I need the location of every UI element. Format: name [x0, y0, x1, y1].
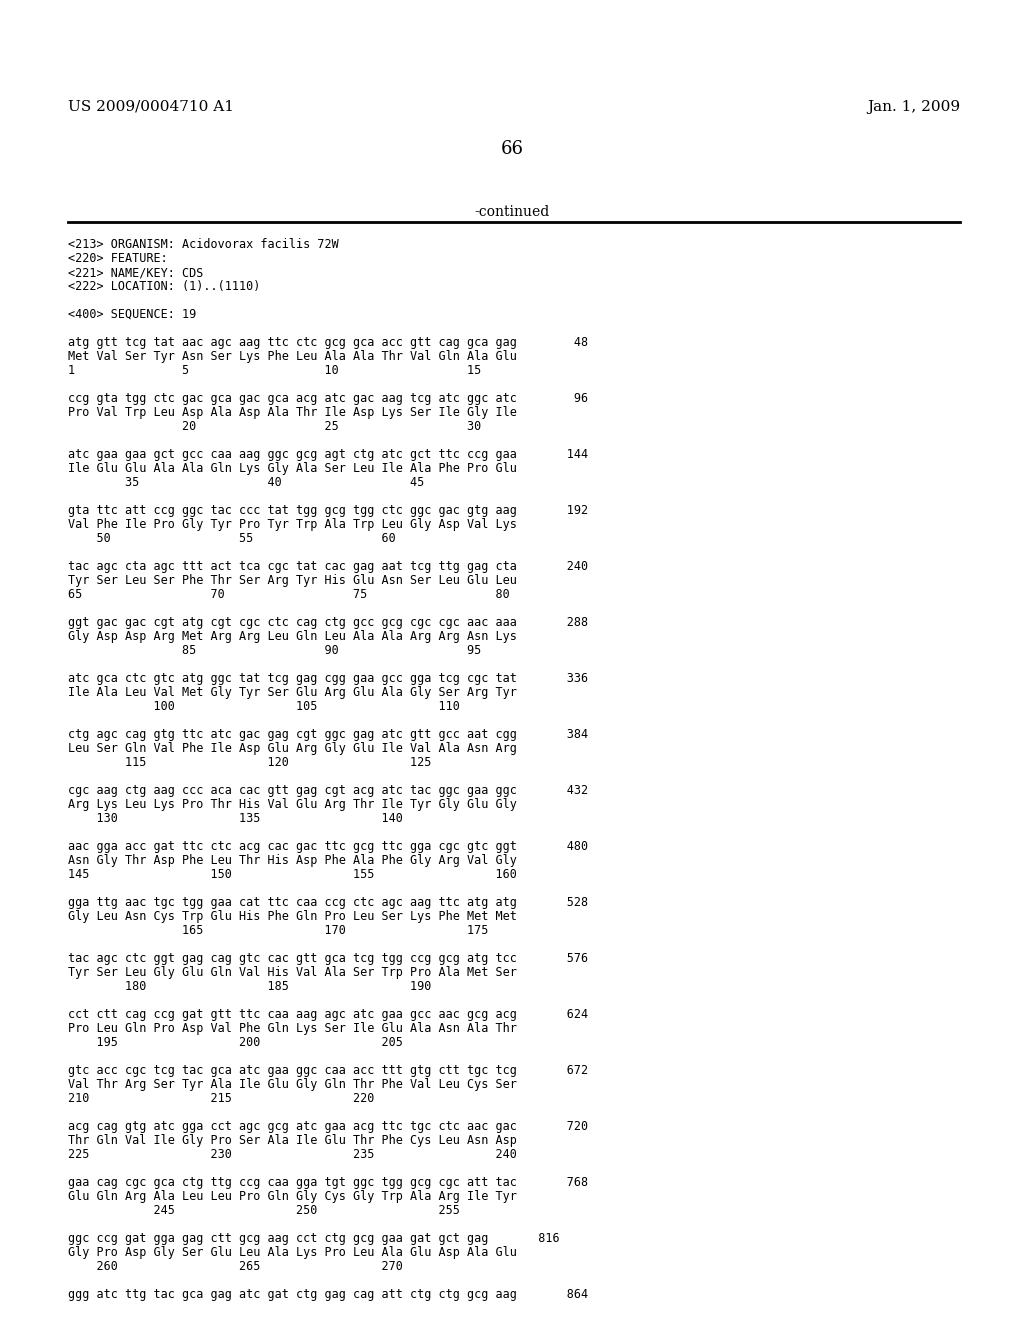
Text: gga ttg aac tgc tgg gaa cat ttc caa ccg ctc agc aag ttc atg atg       528: gga ttg aac tgc tgg gaa cat ttc caa ccg … — [68, 896, 588, 909]
Text: Gly Asp Asp Arg Met Arg Arg Leu Gln Leu Ala Ala Arg Arg Asn Lys: Gly Asp Asp Arg Met Arg Arg Leu Gln Leu … — [68, 630, 517, 643]
Text: tac agc ctc ggt gag cag gtc cac gtt gca tcg tgg ccg gcg atg tcc       576: tac agc ctc ggt gag cag gtc cac gtt gca … — [68, 952, 588, 965]
Text: ggc ccg gat gga gag ctt gcg aag cct ctg gcg gaa gat gct gag       816: ggc ccg gat gga gag ctt gcg aag cct ctg … — [68, 1232, 560, 1245]
Text: <400> SEQUENCE: 19: <400> SEQUENCE: 19 — [68, 308, 197, 321]
Text: 65                  70                  75                  80: 65 70 75 80 — [68, 587, 510, 601]
Text: Gly Pro Asp Gly Ser Glu Leu Ala Lys Pro Leu Ala Glu Asp Ala Glu: Gly Pro Asp Gly Ser Glu Leu Ala Lys Pro … — [68, 1246, 517, 1259]
Text: 20                  25                  30: 20 25 30 — [68, 420, 481, 433]
Text: Met Val Ser Tyr Asn Ser Lys Phe Leu Ala Ala Thr Val Gln Ala Glu: Met Val Ser Tyr Asn Ser Lys Phe Leu Ala … — [68, 350, 517, 363]
Text: 115                 120                 125: 115 120 125 — [68, 756, 431, 770]
Text: ccg gta tgg ctc gac gca gac gca acg atc gac aag tcg atc ggc atc        96: ccg gta tgg ctc gac gca gac gca acg atc … — [68, 392, 588, 405]
Text: ggg atc ttg tac gca gag atc gat ctg gag cag att ctg ctg gcg aag       864: ggg atc ttg tac gca gag atc gat ctg gag … — [68, 1288, 588, 1302]
Text: cgc aag ctg aag ccc aca cac gtt gag cgt acg atc tac ggc gaa ggc       432: cgc aag ctg aag ccc aca cac gtt gag cgt … — [68, 784, 588, 797]
Text: 210                 215                 220: 210 215 220 — [68, 1092, 375, 1105]
Text: <222> LOCATION: (1)..(1110): <222> LOCATION: (1)..(1110) — [68, 280, 260, 293]
Text: <220> FEATURE:: <220> FEATURE: — [68, 252, 168, 265]
Text: Leu Ser Gln Val Phe Ile Asp Glu Arg Gly Glu Ile Val Ala Asn Arg: Leu Ser Gln Val Phe Ile Asp Glu Arg Gly … — [68, 742, 517, 755]
Text: 130                 135                 140: 130 135 140 — [68, 812, 402, 825]
Text: 245                 250                 255: 245 250 255 — [68, 1204, 460, 1217]
Text: 260                 265                 270: 260 265 270 — [68, 1261, 402, 1272]
Text: gaa cag cgc gca ctg ttg ccg caa gga tgt ggc tgg gcg cgc att tac       768: gaa cag cgc gca ctg ttg ccg caa gga tgt … — [68, 1176, 588, 1189]
Text: acg cag gtg atc gga cct agc gcg atc gaa acg ttc tgc ctc aac gac       720: acg cag gtg atc gga cct agc gcg atc gaa … — [68, 1119, 588, 1133]
Text: <213> ORGANISM: Acidovorax facilis 72W: <213> ORGANISM: Acidovorax facilis 72W — [68, 238, 339, 251]
Text: Gly Leu Asn Cys Trp Glu His Phe Gln Pro Leu Ser Lys Phe Met Met: Gly Leu Asn Cys Trp Glu His Phe Gln Pro … — [68, 909, 517, 923]
Text: Glu Gln Arg Ala Leu Leu Pro Gln Gly Cys Gly Trp Ala Arg Ile Tyr: Glu Gln Arg Ala Leu Leu Pro Gln Gly Cys … — [68, 1191, 517, 1203]
Text: 35                  40                  45: 35 40 45 — [68, 477, 424, 488]
Text: 145                 150                 155                 160: 145 150 155 160 — [68, 869, 517, 880]
Text: 225                 230                 235                 240: 225 230 235 240 — [68, 1148, 517, 1162]
Text: 85                  90                  95: 85 90 95 — [68, 644, 481, 657]
Text: ctg agc cag gtg ttc atc gac gag cgt ggc gag atc gtt gcc aat cgg       384: ctg agc cag gtg ttc atc gac gag cgt ggc … — [68, 729, 588, 741]
Text: Arg Lys Leu Lys Pro Thr His Val Glu Arg Thr Ile Tyr Gly Glu Gly: Arg Lys Leu Lys Pro Thr His Val Glu Arg … — [68, 799, 517, 810]
Text: Ile Ala Leu Val Met Gly Tyr Ser Glu Arg Glu Ala Gly Ser Arg Tyr: Ile Ala Leu Val Met Gly Tyr Ser Glu Arg … — [68, 686, 517, 700]
Text: tac agc cta agc ttt act tca cgc tat cac gag aat tcg ttg gag cta       240: tac agc cta agc ttt act tca cgc tat cac … — [68, 560, 588, 573]
Text: 165                 170                 175: 165 170 175 — [68, 924, 488, 937]
Text: Ile Glu Glu Ala Ala Gln Lys Gly Ala Ser Leu Ile Ala Phe Pro Glu: Ile Glu Glu Ala Ala Gln Lys Gly Ala Ser … — [68, 462, 517, 475]
Text: <221> NAME/KEY: CDS: <221> NAME/KEY: CDS — [68, 267, 204, 279]
Text: atc gca ctc gtc atg ggc tat tcg gag cgg gaa gcc gga tcg cgc tat       336: atc gca ctc gtc atg ggc tat tcg gag cgg … — [68, 672, 588, 685]
Text: ggt gac gac cgt atg cgt cgc ctc cag ctg gcc gcg cgc cgc aac aaa       288: ggt gac gac cgt atg cgt cgc ctc cag ctg … — [68, 616, 588, 630]
Text: Pro Leu Gln Pro Asp Val Phe Gln Lys Ser Ile Glu Ala Asn Ala Thr: Pro Leu Gln Pro Asp Val Phe Gln Lys Ser … — [68, 1022, 517, 1035]
Text: gtc acc cgc tcg tac gca atc gaa ggc caa acc ttt gtg ctt tgc tcg       672: gtc acc cgc tcg tac gca atc gaa ggc caa … — [68, 1064, 588, 1077]
Text: Val Phe Ile Pro Gly Tyr Pro Tyr Trp Ala Trp Leu Gly Asp Val Lys: Val Phe Ile Pro Gly Tyr Pro Tyr Trp Ala … — [68, 517, 517, 531]
Text: Tyr Ser Leu Gly Glu Gln Val His Val Ala Ser Trp Pro Ala Met Ser: Tyr Ser Leu Gly Glu Gln Val His Val Ala … — [68, 966, 517, 979]
Text: gta ttc att ccg ggc tac ccc tat tgg gcg tgg ctc ggc gac gtg aag       192: gta ttc att ccg ggc tac ccc tat tgg gcg … — [68, 504, 588, 517]
Text: atc gaa gaa gct gcc caa aag ggc gcg agt ctg atc gct ttc ccg gaa       144: atc gaa gaa gct gcc caa aag ggc gcg agt … — [68, 447, 588, 461]
Text: cct ctt cag ccg gat gtt ttc caa aag agc atc gaa gcc aac gcg acg       624: cct ctt cag ccg gat gtt ttc caa aag agc … — [68, 1008, 588, 1020]
Text: Val Thr Arg Ser Tyr Ala Ile Glu Gly Gln Thr Phe Val Leu Cys Ser: Val Thr Arg Ser Tyr Ala Ile Glu Gly Gln … — [68, 1078, 517, 1092]
Text: 195                 200                 205: 195 200 205 — [68, 1036, 402, 1049]
Text: 1               5                   10                  15: 1 5 10 15 — [68, 364, 481, 378]
Text: 50                  55                  60: 50 55 60 — [68, 532, 395, 545]
Text: Pro Val Trp Leu Asp Ala Asp Ala Thr Ile Asp Lys Ser Ile Gly Ile: Pro Val Trp Leu Asp Ala Asp Ala Thr Ile … — [68, 407, 517, 418]
Text: Thr Gln Val Ile Gly Pro Ser Ala Ile Glu Thr Phe Cys Leu Asn Asp: Thr Gln Val Ile Gly Pro Ser Ala Ile Glu … — [68, 1134, 517, 1147]
Text: atg gtt tcg tat aac agc aag ttc ctc gcg gca acc gtt cag gca gag        48: atg gtt tcg tat aac agc aag ttc ctc gcg … — [68, 337, 588, 348]
Text: 100                 105                 110: 100 105 110 — [68, 700, 460, 713]
Text: Asn Gly Thr Asp Phe Leu Thr His Asp Phe Ala Phe Gly Arg Val Gly: Asn Gly Thr Asp Phe Leu Thr His Asp Phe … — [68, 854, 517, 867]
Text: 66: 66 — [501, 140, 523, 158]
Text: Tyr Ser Leu Ser Phe Thr Ser Arg Tyr His Glu Asn Ser Leu Glu Leu: Tyr Ser Leu Ser Phe Thr Ser Arg Tyr His … — [68, 574, 517, 587]
Text: Jan. 1, 2009: Jan. 1, 2009 — [867, 100, 961, 114]
Text: US 2009/0004710 A1: US 2009/0004710 A1 — [68, 100, 234, 114]
Text: -continued: -continued — [474, 205, 550, 219]
Text: aac gga acc gat ttc ctc acg cac gac ttc gcg ttc gga cgc gtc ggt       480: aac gga acc gat ttc ctc acg cac gac ttc … — [68, 840, 588, 853]
Text: 180                 185                 190: 180 185 190 — [68, 979, 431, 993]
